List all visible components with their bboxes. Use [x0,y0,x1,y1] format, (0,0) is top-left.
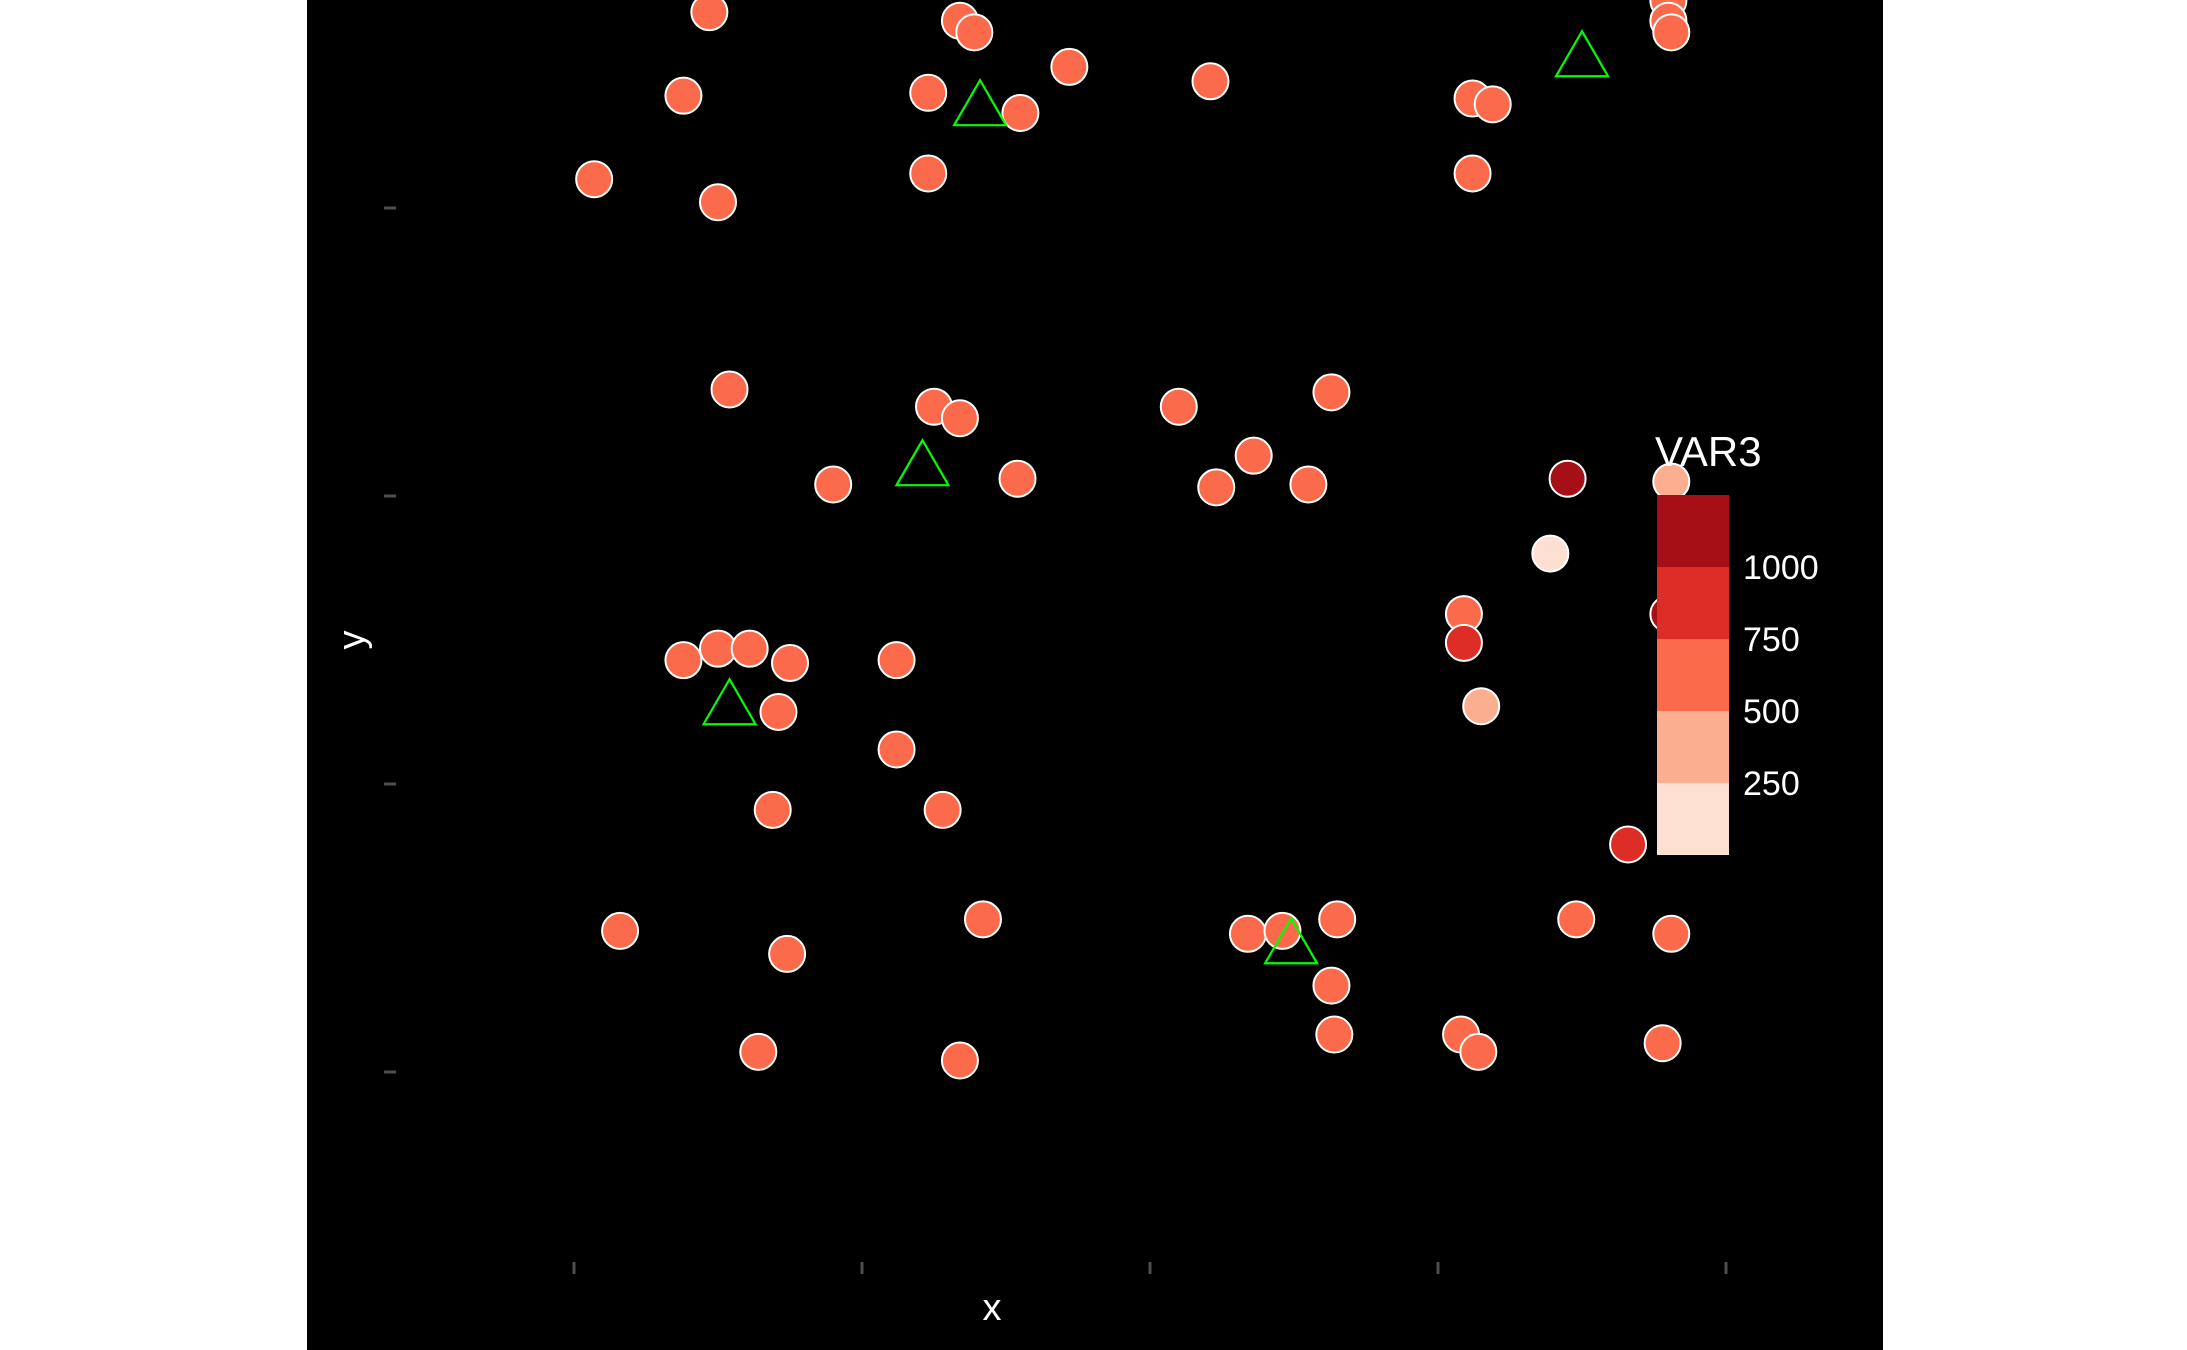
data-point [730,629,769,668]
data-point [1001,93,1040,132]
data-point [699,629,737,668]
data-point [759,693,798,731]
data-point [940,1041,979,1080]
legend-colorbar [1657,495,1729,855]
data-point [601,911,640,950]
triangle-marker [952,78,1008,127]
data-point [699,183,737,222]
data-point [1191,62,1230,101]
data-point [1652,914,1691,953]
legend-label: 500 [1743,693,1800,731]
data-point [664,76,703,115]
data-point [768,934,807,973]
data-point [1531,534,1570,573]
data-point [664,641,703,680]
data-point [1289,465,1328,504]
data-point [955,13,994,52]
data-point [1453,154,1492,193]
data-point [1444,623,1483,662]
triangle-marker [894,438,951,487]
legend-label: 750 [1743,621,1800,659]
y-axis-title: y [331,631,373,650]
data-point [1312,966,1351,1005]
legend-label: 1000 [1743,549,1819,587]
scatter-chart: x y VAR3 1000 750 500 250 [331,0,1819,1329]
data-point [771,644,809,683]
data-point [1197,468,1236,507]
data-point [1459,1032,1498,1071]
data-point [877,730,916,769]
triangle-marker [1263,916,1320,965]
data-point [1234,436,1273,475]
axis-ticks [384,206,1728,1274]
data-point [1609,825,1648,864]
data-point [739,1032,778,1071]
data-point [877,641,916,680]
data-point [940,399,979,438]
legend-swatch [1657,567,1729,639]
data-point [1159,387,1198,426]
triangle-markers [701,29,1610,965]
data-points [575,0,1691,1080]
data-point [1050,47,1089,86]
legend-swatch [1657,711,1729,783]
legend-swatch [1657,639,1729,711]
data-point [814,465,853,504]
data-point [1548,459,1587,498]
data-point [690,0,729,32]
legend-label: 250 [1743,765,1800,803]
data-point [909,154,948,193]
legend-labels: 1000 750 500 250 [1743,549,1819,803]
data-point [1643,1024,1682,1063]
data-point [753,790,792,829]
data-point [1315,1015,1354,1054]
data-point [1473,85,1512,124]
data-point [1228,914,1267,953]
data-point [575,160,614,199]
legend-title: VAR3 [1655,428,1762,475]
legend-swatch [1657,495,1729,567]
data-point [1557,900,1596,939]
legend-swatch [1657,783,1729,855]
data-point [1312,373,1351,412]
data-point [998,459,1037,498]
data-point [1263,911,1302,950]
chart-figure: x y VAR3 1000 750 500 250 [307,0,1883,1350]
data-point [909,73,948,112]
data-point [1652,13,1691,52]
legend: VAR3 1000 750 500 250 [1655,428,1819,855]
data-point [1462,687,1501,726]
data-point [710,370,749,409]
triangle-marker [701,677,758,726]
triangle-marker [1554,29,1610,78]
data-point [923,790,962,829]
x-axis-title: x [983,1287,1002,1329]
data-point [1318,900,1357,939]
data-point [963,900,1002,939]
